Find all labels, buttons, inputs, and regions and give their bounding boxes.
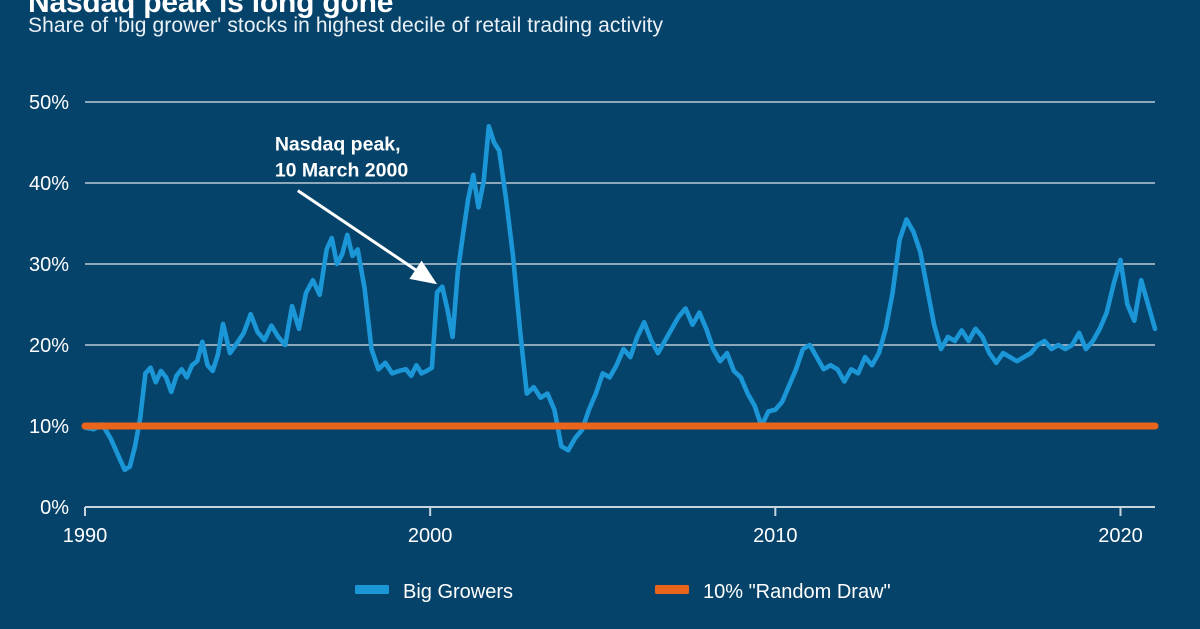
y-axis-tick-label: 10% [29,416,69,438]
arrow-shaft [297,189,422,275]
annotation-group: Nasdaq peak, 10 March 2000 [275,134,438,285]
x-axis-tick-label: 2000 [408,525,453,547]
x-axis-labels-group: 1990 2000 2010 2020 [63,525,1143,547]
y-axis-labels-group: 0% 10% 20% 30% 40% 50% [29,92,69,519]
page-title: Nasdaq peak is long gone [28,0,394,19]
y-axis-tick-label: 50% [29,92,69,114]
data-series-group [81,124,1159,473]
y-axis-tick-label: 30% [29,254,69,276]
y-axis-tick-label: 40% [29,173,69,195]
legend-label: Big Growers [403,581,513,603]
x-axis-tick-label: 1990 [63,525,108,547]
y-axis-tick-label: 20% [29,335,69,357]
page-subtitle: Share of 'big grower' stocks in highest … [28,14,664,37]
legend-swatch [355,585,389,594]
x-axis-tick-label: 2020 [1098,525,1143,547]
annotation-line-1: Nasdaq peak, [275,134,401,156]
arrow-down-right-icon [297,189,438,285]
series-line [82,124,1158,473]
arrow-head [409,260,438,285]
x-axis-group [84,506,1155,516]
y-axis-tick-label: 0% [40,497,69,519]
legend: Big Growers 10% "Random Draw" [355,581,891,603]
gridlines-group [85,101,1155,427]
annotation-line-2: 10 March 2000 [275,160,408,182]
legend-swatch [655,585,689,594]
legend-label: 10% "Random Draw" [703,581,891,603]
x-axis-tick-label: 2010 [753,525,798,547]
